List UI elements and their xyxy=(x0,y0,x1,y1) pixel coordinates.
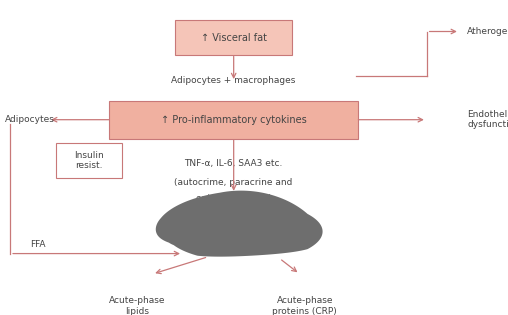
Text: epicrine actions): epicrine actions) xyxy=(196,194,272,203)
Text: (autocrime, paracrine and: (autocrime, paracrine and xyxy=(174,178,293,187)
Text: Insulin
resist.: Insulin resist. xyxy=(74,151,104,170)
Text: Acute-phase
proteins (CRP): Acute-phase proteins (CRP) xyxy=(272,296,337,315)
Text: Acute-phase
lipids: Acute-phase lipids xyxy=(109,296,166,315)
Text: TNF-α, IL-6, SAA3 etc.: TNF-α, IL-6, SAA3 etc. xyxy=(184,159,283,168)
FancyBboxPatch shape xyxy=(109,101,358,139)
Text: ↑ Pro-inflammatory cytokines: ↑ Pro-inflammatory cytokines xyxy=(161,115,306,125)
Text: ↑ Visceral fat: ↑ Visceral fat xyxy=(201,33,267,43)
Text: Atherogenesis: Atherogenesis xyxy=(467,27,508,36)
FancyBboxPatch shape xyxy=(56,143,122,178)
Polygon shape xyxy=(156,191,323,257)
Text: FFA: FFA xyxy=(30,240,46,249)
Text: Endothelial
dysfunction: Endothelial dysfunction xyxy=(467,110,508,129)
FancyBboxPatch shape xyxy=(175,20,292,55)
Text: Adipocytes: Adipocytes xyxy=(5,115,55,124)
Text: Adipocytes + macrophages: Adipocytes + macrophages xyxy=(172,76,296,85)
